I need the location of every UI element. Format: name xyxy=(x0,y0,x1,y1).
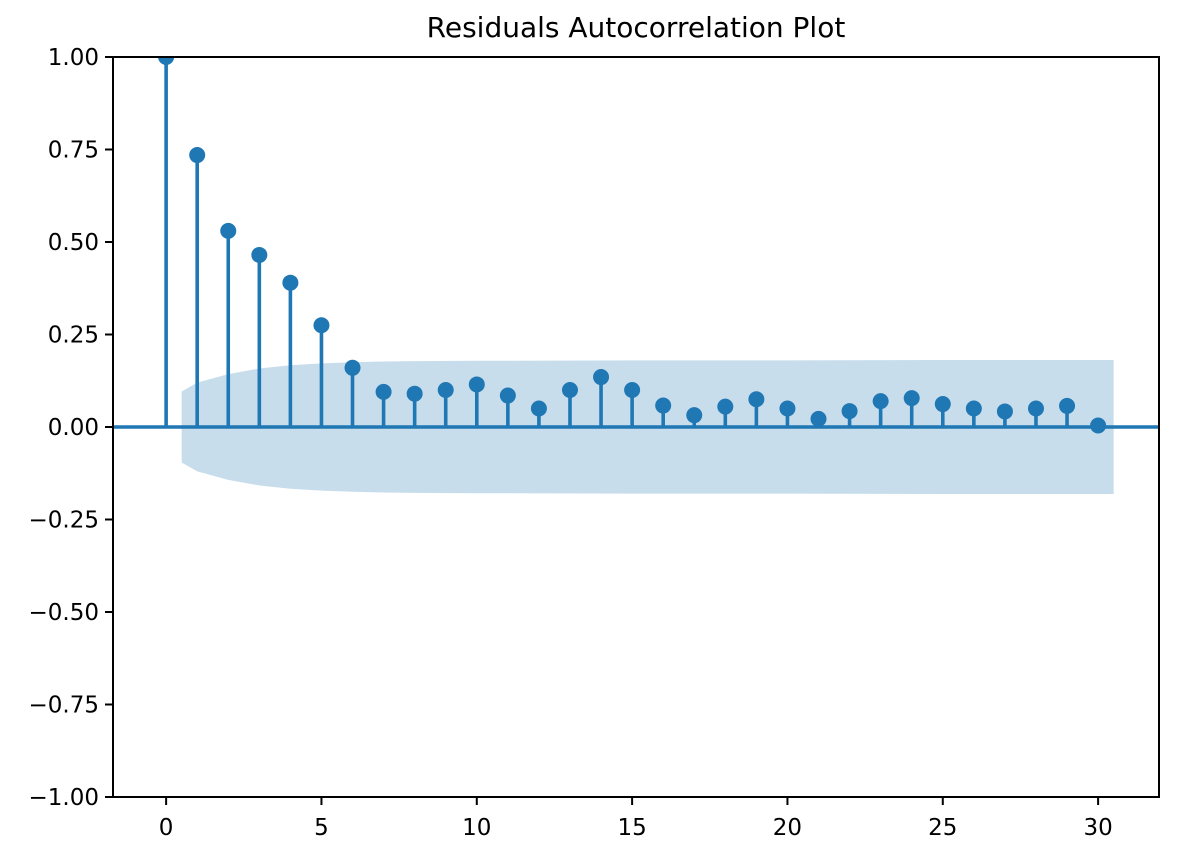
x-tick-label: 10 xyxy=(462,815,491,841)
acf-marker xyxy=(189,147,206,164)
y-tick-label: −0.75 xyxy=(29,693,99,719)
acf-marker xyxy=(779,400,796,417)
y-tick-label: 0.75 xyxy=(48,138,99,164)
acf-marker xyxy=(810,410,827,427)
acf-marker xyxy=(220,222,237,239)
y-tick-label: 0.00 xyxy=(48,415,99,441)
x-tick-label: 5 xyxy=(314,815,329,841)
x-tick-label: 15 xyxy=(617,815,646,841)
acf-marker xyxy=(1090,417,1107,434)
acf-marker xyxy=(903,390,920,407)
acf-marker xyxy=(965,400,982,417)
acf-marker xyxy=(655,397,672,414)
x-tick-label: 0 xyxy=(159,815,174,841)
acf-marker xyxy=(934,396,951,413)
acf-marker xyxy=(313,317,330,334)
acf-marker xyxy=(468,376,485,393)
y-tick-label: 1.00 xyxy=(48,45,99,71)
y-tick-label: −0.50 xyxy=(29,600,99,626)
chart-title: Residuals Autocorrelation Plot xyxy=(427,11,846,44)
acf-marker xyxy=(593,369,610,386)
acf-marker xyxy=(872,393,889,410)
acf-marker xyxy=(996,403,1013,420)
acf-marker xyxy=(530,400,547,417)
acf-marker xyxy=(1027,400,1044,417)
acf-marker xyxy=(561,382,578,398)
y-tick-label: −1.00 xyxy=(29,785,99,811)
acf-marker xyxy=(344,359,361,376)
acf-marker xyxy=(686,407,703,424)
acf-marker xyxy=(375,383,392,400)
acf-marker xyxy=(748,391,765,408)
y-tick-label: 0.25 xyxy=(48,323,99,349)
stem-layer xyxy=(113,57,1159,434)
acf-marker xyxy=(717,398,734,415)
acf-marker xyxy=(437,382,454,398)
acf-marker xyxy=(1059,397,1076,414)
axis-ticks xyxy=(105,56,1100,805)
acf-marker xyxy=(158,57,175,65)
axis-tick-labels: 0 5 10 15 20 25 30 1.00 0.75 0.50 0.25 0.00 −0.25 −0.… xyxy=(29,45,1113,841)
x-tick-label: 20 xyxy=(773,815,802,841)
y-tick-label: 0.50 xyxy=(48,230,99,256)
x-tick-label: 25 xyxy=(928,815,957,841)
x-tick-label: 30 xyxy=(1083,815,1112,841)
acf-marker xyxy=(624,382,641,398)
acf-marker xyxy=(841,403,858,420)
acf-marker xyxy=(282,274,299,291)
acf-marker xyxy=(406,385,423,402)
acf-marker xyxy=(251,246,268,263)
acf-marker xyxy=(499,387,516,404)
y-tick-label: −0.25 xyxy=(29,508,99,534)
